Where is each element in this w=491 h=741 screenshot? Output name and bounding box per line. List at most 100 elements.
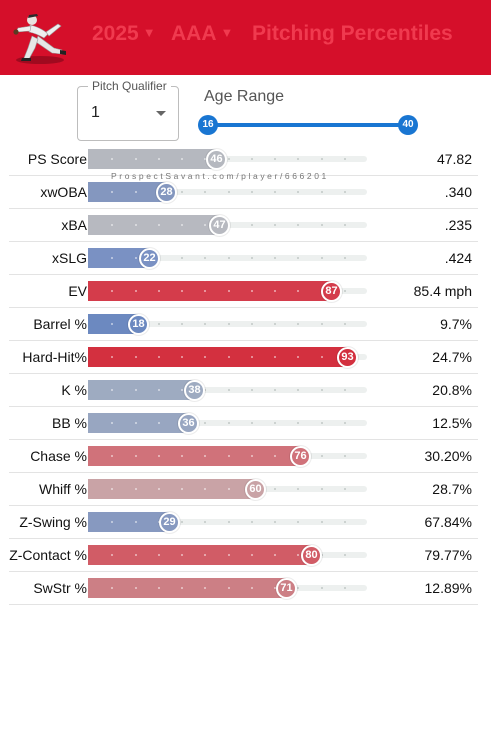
bar-tick	[227, 455, 230, 457]
track-tick	[227, 422, 230, 424]
bar-tick	[134, 587, 137, 589]
track-tick	[343, 587, 346, 589]
bar-tick	[274, 356, 276, 358]
track-tick	[250, 224, 253, 226]
pitch-qualifier-select[interactable]: Pitch Qualifier 1	[77, 79, 179, 141]
percentile-circle: 87	[321, 281, 342, 302]
track-tick	[250, 257, 253, 259]
percentile-bar	[88, 479, 255, 499]
percentile-bar	[88, 314, 138, 334]
track-tick	[204, 422, 207, 424]
track-tick	[343, 455, 346, 457]
bar-tick	[111, 455, 114, 457]
bar-tick	[111, 554, 114, 556]
track-tick	[297, 422, 300, 424]
track-tick	[250, 521, 253, 523]
metric-value: 9.7%	[440, 316, 472, 332]
track-tick	[274, 422, 276, 424]
bar-tick	[204, 488, 207, 490]
bar-tick	[250, 290, 253, 292]
metric-value: 24.7%	[432, 349, 472, 365]
bar-tick	[134, 356, 137, 358]
metric-label: Z-Swing %	[19, 514, 87, 530]
bar-tick	[181, 587, 183, 589]
track-tick	[227, 191, 230, 193]
bar-tick	[274, 290, 276, 292]
track-tick	[297, 521, 300, 523]
track-tick	[204, 191, 207, 193]
bar-tick	[250, 455, 253, 457]
metric-label: xBA	[61, 217, 87, 233]
bar-tick	[181, 158, 183, 160]
season-dropdown[interactable]: 2025 ▼	[92, 22, 156, 46]
percentile-bar	[88, 578, 286, 598]
bar-tick	[181, 389, 183, 391]
track-tick	[320, 587, 323, 589]
age-range-slider-track[interactable]	[208, 123, 408, 127]
track-tick	[320, 323, 323, 325]
percentile-circle: 60	[245, 479, 266, 500]
level-label: AAA	[171, 22, 217, 45]
percentile-circle: 76	[290, 446, 311, 467]
metric-label: Z-Contact %	[9, 547, 87, 563]
track-tick	[227, 257, 230, 259]
percentile-circle: 80	[301, 545, 322, 566]
bar-tick	[111, 290, 114, 292]
track-tick	[297, 323, 300, 325]
metric-value: 79.77%	[424, 547, 472, 563]
metric-value: 85.4 mph	[413, 283, 472, 299]
app-header: 2025 ▼ AAA ▼ Pitching Percentiles	[0, 0, 491, 75]
metric-row: xSLG 22 .424	[9, 242, 478, 275]
metric-value: .424	[444, 250, 472, 266]
bar-tick	[157, 521, 160, 523]
track-tick	[297, 191, 300, 193]
bar-tick	[134, 488, 137, 490]
metric-row: Barrel % 18 9.7%	[9, 308, 478, 341]
track-tick	[274, 257, 276, 259]
metric-value: 12.5%	[432, 415, 472, 431]
bar-tick	[157, 224, 160, 226]
track-tick	[343, 521, 346, 523]
track-tick	[204, 389, 207, 391]
metric-row: Z-Swing % 29 67.84%	[9, 506, 478, 539]
percentile-circle: 71	[276, 578, 297, 599]
bar-tick	[134, 422, 137, 424]
age-range-min-thumb[interactable]: 16	[198, 115, 218, 135]
bar-tick	[111, 191, 114, 193]
age-range-max-thumb[interactable]: 40	[398, 115, 418, 135]
metric-value: 30.20%	[424, 448, 472, 464]
bar-tick	[227, 587, 230, 589]
bar-tick	[157, 455, 160, 457]
percentile-circle: 22	[139, 248, 160, 269]
level-dropdown[interactable]: AAA ▼	[171, 22, 233, 46]
metric-label: BB %	[51, 415, 87, 431]
track-tick	[343, 290, 346, 292]
age-range-label: Age Range	[204, 88, 285, 105]
percentile-circle: 47	[209, 215, 230, 236]
bar-tick	[181, 455, 183, 457]
bar-tick	[204, 290, 207, 292]
bar-tick	[111, 389, 114, 391]
metric-row: Z-Contact % 80 79.77%	[9, 539, 478, 572]
bar-tick	[297, 290, 300, 292]
track-tick	[343, 224, 346, 226]
bar-tick	[111, 422, 114, 424]
track-tick	[227, 389, 230, 391]
metric-label: EV	[68, 283, 87, 299]
track-tick	[181, 257, 183, 259]
track-tick	[343, 422, 346, 424]
bar-tick	[157, 422, 160, 424]
track-tick	[157, 323, 160, 325]
bar-tick	[134, 455, 137, 457]
percentile-circle: 29	[159, 512, 180, 533]
track-tick	[343, 158, 346, 160]
bar-tick	[111, 158, 114, 160]
percentile-circle: 93	[337, 347, 358, 368]
metric-row: xBA 47 .235	[9, 209, 478, 242]
bar-tick	[157, 356, 160, 358]
track-tick	[320, 521, 323, 523]
track-tick	[274, 521, 276, 523]
metric-row: SwStr % 71 12.89%	[9, 572, 478, 605]
metric-row: Whiff % 60 28.7%	[9, 473, 478, 506]
percentile-bar	[88, 380, 194, 400]
